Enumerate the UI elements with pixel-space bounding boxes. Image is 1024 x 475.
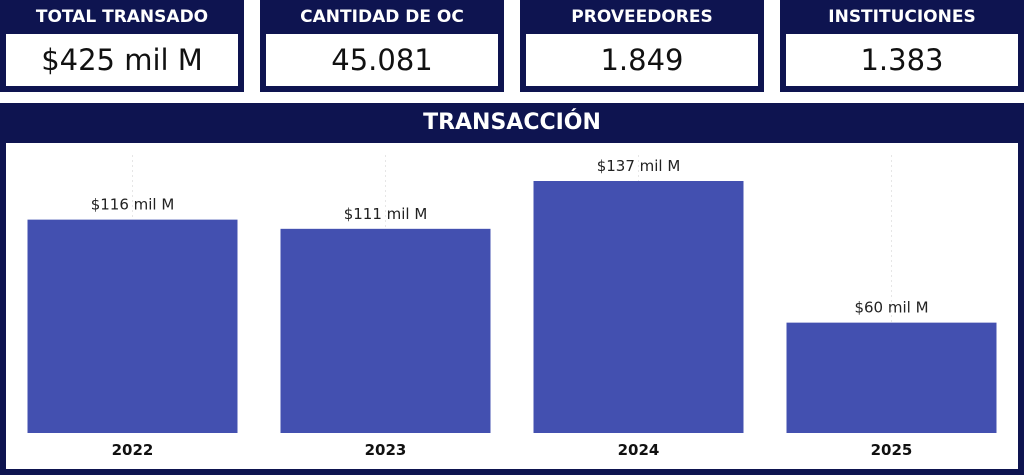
transaction-panel: TRANSACCIÓN $116 mil M 2022 $111 mil M 2023… (0, 103, 1024, 475)
kpi-title: PROVEEDORES (571, 7, 713, 27)
bar-2022[interactable] (27, 219, 238, 433)
kpi-card-cantidad-oc: CANTIDAD DE OC 45.081 (260, 0, 504, 92)
data-label: $137 mil M (597, 157, 681, 175)
x-tick-label: 2025 (871, 441, 913, 459)
kpi-title: CANTIDAD DE OC (300, 7, 464, 27)
kpi-value: $425 mil M (6, 34, 238, 86)
data-label: $116 mil M (91, 196, 175, 214)
x-tick-label: 2022 (112, 441, 154, 459)
kpi-card-total-transado: TOTAL TRANSADO $425 mil M (0, 0, 244, 92)
bar-2025[interactable] (786, 322, 997, 433)
bar-2023[interactable] (280, 228, 491, 433)
x-tick-label: 2024 (618, 441, 660, 459)
kpi-card-proveedores: PROVEEDORES 1.849 (520, 0, 764, 92)
kpi-card-instituciones: INSTITUCIONES 1.383 (780, 0, 1024, 92)
kpi-value: 45.081 (266, 34, 498, 86)
data-label: $60 mil M (854, 299, 928, 317)
chart-title: TRANSACCIÓN (423, 110, 601, 135)
bar-2024[interactable] (533, 181, 744, 433)
chart-area: $116 mil M 2022 $111 mil M 2023 $137 mil M 20… (6, 143, 1018, 469)
kpi-title: INSTITUCIONES (828, 7, 976, 27)
bar-chart: $116 mil M 2022 $111 mil M 2023 $137 mil M 20… (27, 155, 997, 459)
data-label: $111 mil M (344, 205, 428, 223)
x-tick-label: 2023 (365, 441, 407, 459)
kpi-value: 1.383 (786, 34, 1018, 86)
kpi-value: 1.849 (526, 34, 758, 86)
kpi-title: TOTAL TRANSADO (35, 7, 209, 27)
